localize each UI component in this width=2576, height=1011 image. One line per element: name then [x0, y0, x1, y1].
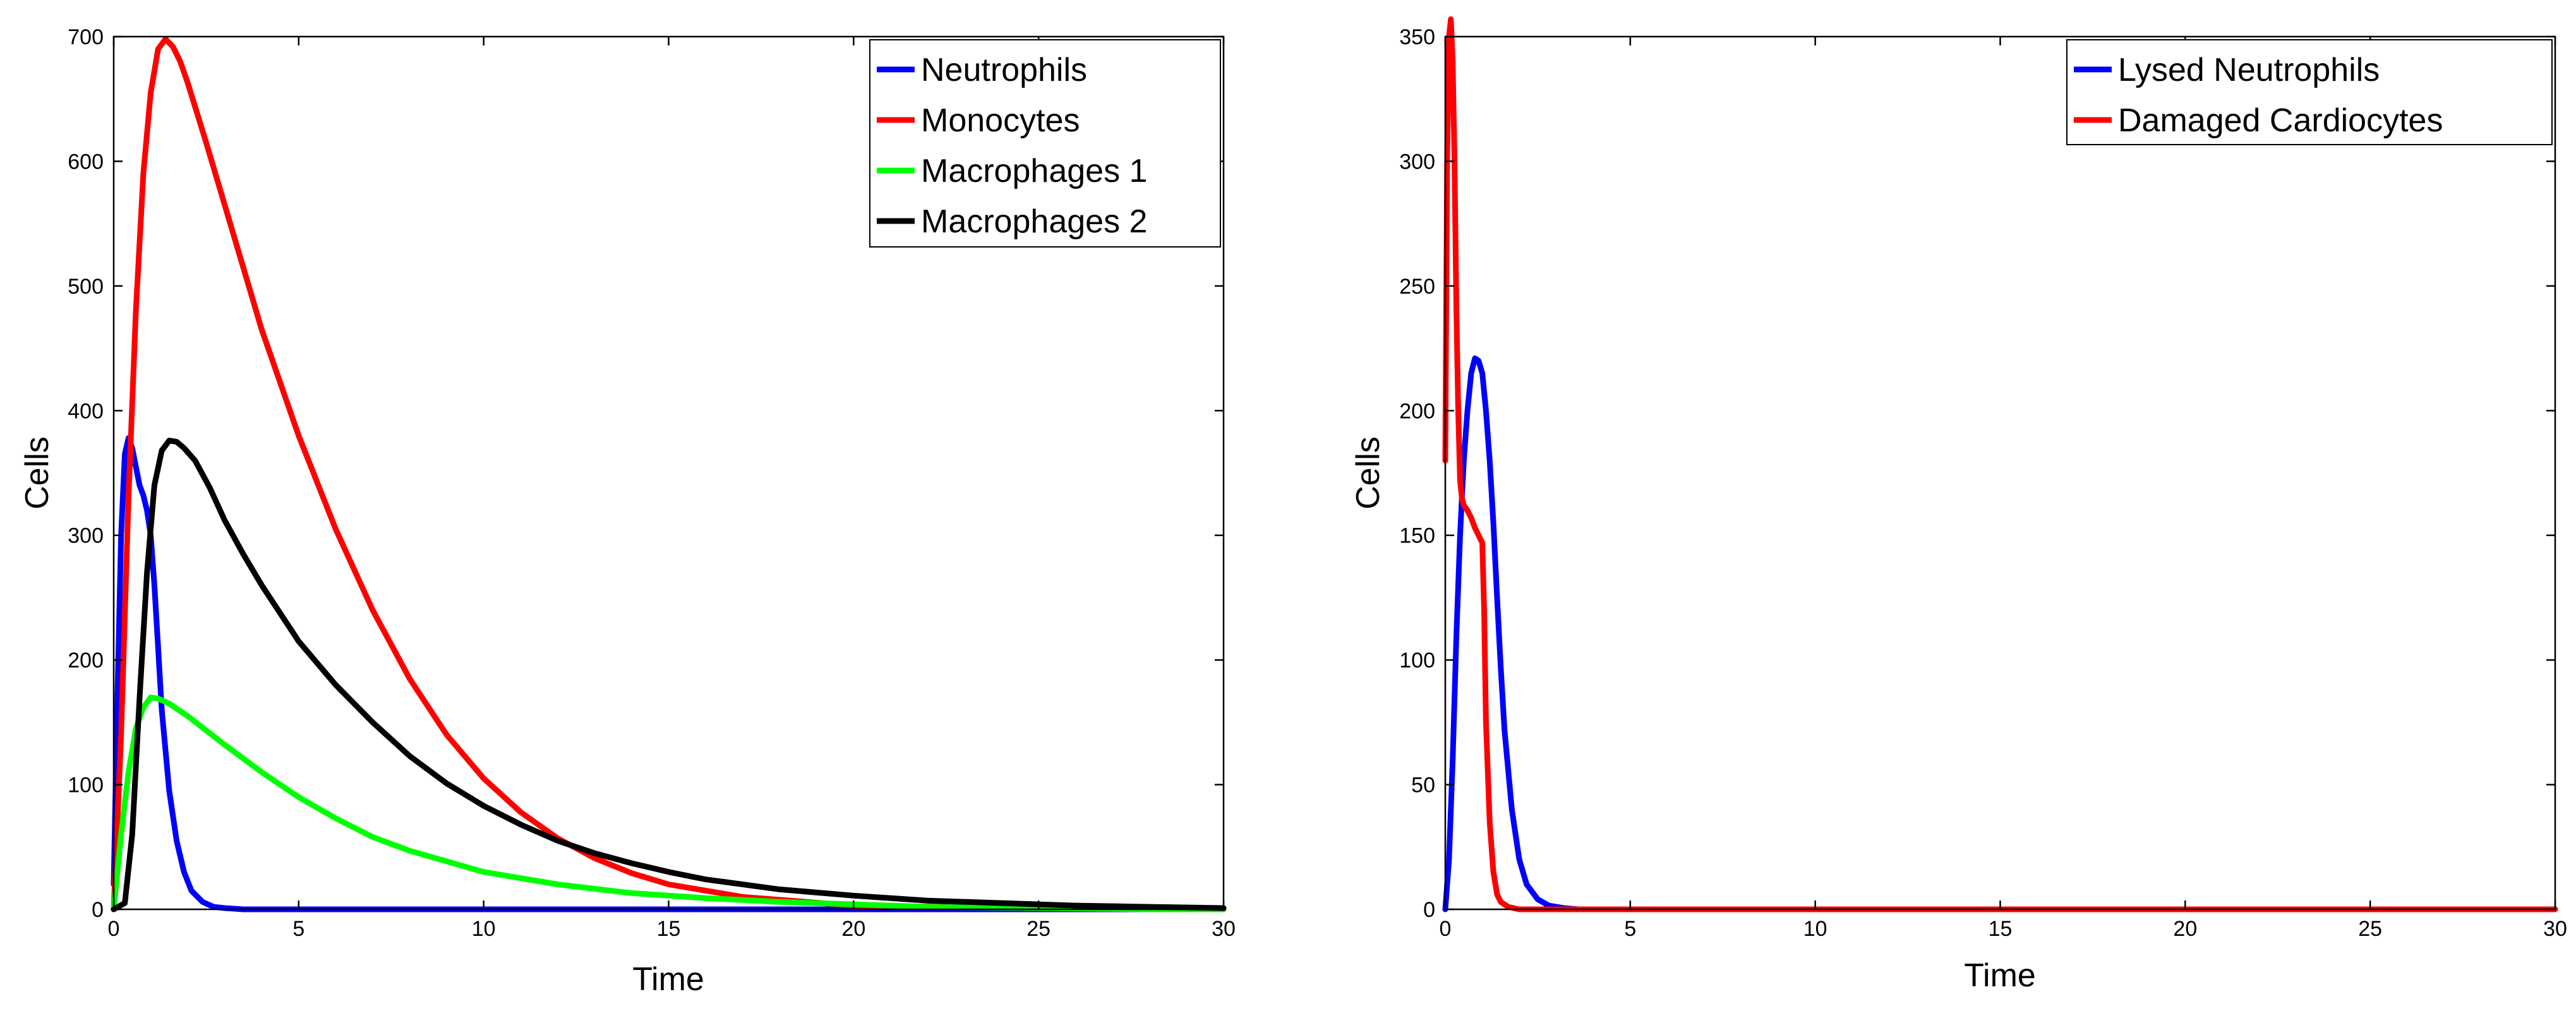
x-tick-label-0: 0	[1440, 917, 1452, 941]
x-tick-label-25: 25	[1026, 917, 1050, 941]
legend: Neutrophils Monocytes Macrophages 1 Macr…	[869, 39, 1221, 248]
y-tick-label-700: 700	[68, 25, 104, 49]
x-tick-label-15: 15	[657, 917, 681, 941]
y-tick-label-350: 350	[1399, 25, 1435, 49]
y-tick-label-600: 600	[68, 150, 104, 174]
legend-label-lysed-neutrophils: Lysed Neutrophils	[2118, 52, 2380, 88]
x-axis-label: Time	[632, 961, 704, 998]
legend: Lysed Neutrophils Damaged Cardiocytes	[2066, 39, 2553, 145]
x-tick-label-15: 15	[1989, 917, 2013, 941]
y-tick-label-50: 50	[1411, 774, 1435, 798]
y-axis-label: Cells	[1350, 436, 1387, 510]
y-tick-label-400: 400	[68, 399, 104, 423]
legend-label-macrophages-2: Macrophages 2	[921, 203, 1147, 240]
y-tick-label-300: 300	[1399, 150, 1435, 174]
y-tick-label-500: 500	[68, 275, 104, 299]
x-tick-label-5: 5	[1624, 917, 1636, 941]
series-line-macrophages-2	[111, 438, 1227, 912]
legend-label-damaged-cardiocytes: Damaged Cardiocytes	[2118, 102, 2443, 139]
x-tick-label-5: 5	[292, 917, 304, 941]
y-tick-label-300: 300	[68, 524, 104, 548]
x-tick-label-10: 10	[472, 917, 496, 941]
y-tick-label-200: 200	[68, 649, 104, 673]
y-tick-label-100: 100	[1399, 649, 1435, 673]
x-tick-label-20: 20	[2173, 917, 2197, 941]
x-tick-label-0: 0	[108, 917, 120, 941]
x-tick-label-10: 10	[1803, 917, 1827, 941]
x-axis-label: Time	[1964, 957, 2036, 994]
series-line-monocytes	[111, 36, 1227, 912]
y-tick-label-0: 0	[1423, 898, 1435, 922]
legend-label-monocytes: Monocytes	[921, 102, 1080, 139]
x-tick-label-30: 30	[2543, 917, 2567, 941]
legend-box	[869, 39, 1221, 248]
y-axis-label: Cells	[19, 436, 56, 510]
legend-label-neutrophils: Neutrophils	[921, 52, 1087, 88]
x-tick-label-30: 30	[1212, 917, 1236, 941]
x-tick-label-20: 20	[841, 917, 865, 941]
y-tick-label-0: 0	[92, 898, 104, 922]
y-tick-label-200: 200	[1399, 399, 1435, 423]
legend-label-macrophages-1: Macrophages 1	[921, 153, 1147, 189]
y-tick-label-150: 150	[1399, 524, 1435, 548]
y-tick-label-250: 250	[1399, 275, 1435, 299]
y-tick-label-100: 100	[68, 774, 104, 798]
x-tick-label-25: 25	[2358, 917, 2382, 941]
legend-box	[2066, 39, 2553, 145]
